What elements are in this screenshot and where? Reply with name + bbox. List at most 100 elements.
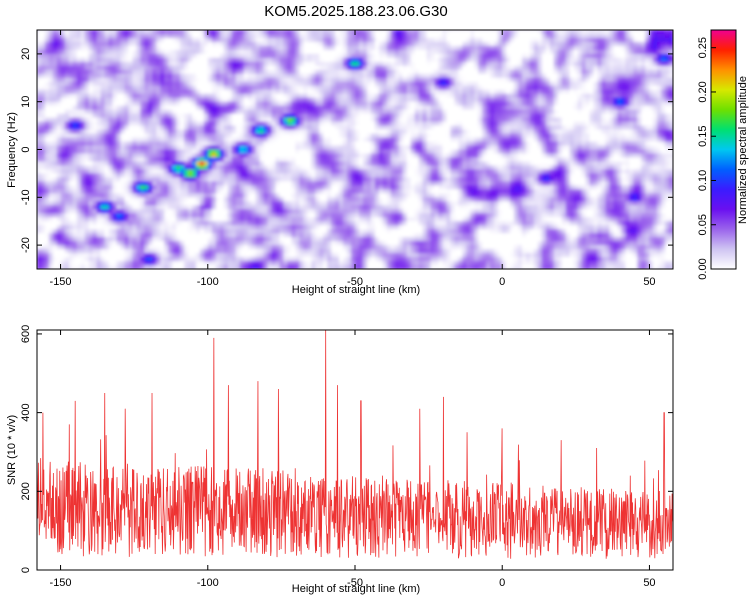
heatmap-cell — [514, 65, 519, 71]
heatmap-cell — [287, 141, 293, 147]
heatmap-cell — [637, 93, 642, 99]
heatmap-cell — [207, 45, 213, 51]
heatmap-cell — [637, 73, 642, 79]
heatmap-cell — [64, 133, 70, 139]
heatmap-cell — [116, 153, 122, 159]
heatmap-cell — [76, 57, 82, 63]
heatmap-cell — [374, 69, 380, 75]
heatmap-cell — [255, 97, 261, 103]
heatmap-cell — [669, 109, 673, 115]
heatmap-cell — [231, 69, 237, 75]
heatmap-cell — [525, 57, 531, 63]
heatmap-cell — [68, 37, 74, 43]
heatmap-cell — [541, 57, 547, 63]
heatmap-cell — [48, 53, 54, 59]
heatmap-cell — [573, 117, 579, 123]
heatmap-cell — [478, 113, 483, 119]
heatmap-cell — [72, 145, 78, 151]
heatmap-cell — [418, 137, 424, 143]
heatmap-cell — [585, 109, 591, 115]
heatmap-cell — [442, 37, 448, 43]
heatmap-cell — [180, 69, 185, 75]
heatmap-cell — [311, 145, 316, 151]
heatmap-cell — [231, 33, 237, 39]
heatmap-cell — [271, 109, 277, 115]
heatmap-cell — [124, 61, 130, 67]
heatmap-cell — [390, 105, 396, 111]
heatmap-cell — [601, 81, 607, 87]
heatmap-cell — [462, 37, 467, 43]
heatmap-cell — [541, 117, 547, 123]
heatmap-cell — [386, 109, 392, 115]
heatmap-cell — [231, 65, 237, 71]
heatmap-cell — [609, 137, 614, 143]
heatmap-cell — [76, 141, 82, 147]
heatmap-cell — [450, 65, 455, 71]
heatmap-cell — [390, 117, 396, 123]
heatmap-cell — [661, 117, 666, 123]
heatmap-cell — [649, 105, 654, 111]
heatmap-cell — [470, 49, 475, 55]
heatmap-cell — [382, 113, 388, 119]
heatmap-cell — [299, 125, 304, 131]
heatmap-cell — [414, 30, 420, 35]
heatmap-cell — [649, 73, 654, 79]
heatmap-cell — [394, 137, 400, 143]
heatmap-cell — [605, 85, 611, 91]
heatmap-cell — [629, 30, 634, 35]
heatmap-cell — [251, 33, 257, 39]
heatmap-cell — [517, 133, 523, 139]
heatmap-cell — [458, 125, 463, 131]
heatmap-cell — [307, 30, 312, 35]
heatmap-cell — [418, 109, 424, 115]
heatmap-cell — [176, 129, 181, 135]
heatmap-cell — [148, 65, 153, 71]
heatmap-cell — [104, 45, 110, 51]
heatmap-cell — [486, 117, 491, 123]
heatmap-cell — [251, 57, 257, 63]
heatmap-cell — [474, 37, 479, 43]
heatmap-cell — [136, 49, 141, 55]
heatmap-cell — [410, 145, 416, 151]
heatmap-cell — [219, 89, 225, 95]
heatmap-cell — [319, 121, 324, 127]
heatmap-cell — [474, 65, 479, 71]
heatmap-cell — [418, 81, 424, 87]
heatmap-cell — [442, 57, 448, 63]
heatmap-cell — [152, 65, 157, 71]
heatmap-cell — [533, 65, 539, 71]
heatmap-cell — [347, 145, 352, 151]
heatmap-cell — [199, 53, 205, 59]
heatmap-cell — [124, 113, 130, 119]
heatmap-cell — [569, 45, 575, 51]
heatmap-cell — [537, 33, 543, 39]
heatmap-cell — [637, 65, 642, 71]
heatmap-cell — [335, 137, 340, 143]
heatmap-cell — [291, 33, 296, 39]
heatmap-cell — [140, 33, 145, 39]
heatmap-cell — [60, 133, 66, 139]
heatmap-cell — [116, 57, 122, 63]
heatmap-cell — [48, 133, 54, 139]
heatmap-cell — [426, 121, 432, 127]
heatmap-cell — [430, 77, 436, 83]
heatmap-cell — [482, 125, 487, 131]
heatmap-cell — [211, 41, 217, 47]
heatmap-cell — [637, 33, 642, 39]
heatmap-cell — [96, 121, 102, 127]
heatmap-cell — [255, 117, 261, 123]
heatmap-cell — [219, 41, 225, 47]
heatmap-cell — [148, 73, 153, 79]
heatmap-cell — [156, 121, 161, 127]
heatmap-cell — [128, 89, 134, 95]
heatmap-cell — [223, 81, 229, 87]
heatmap-cell — [275, 121, 281, 127]
heatmap-cell — [68, 113, 74, 119]
heatmap-cell — [307, 117, 312, 123]
heatmap-cell — [521, 97, 527, 103]
heatmap-cell — [88, 153, 94, 159]
heatmap-cell — [247, 61, 253, 67]
heatmap-cell — [327, 109, 332, 115]
heatmap-cell — [347, 37, 352, 43]
heatmap-cell — [215, 41, 221, 47]
